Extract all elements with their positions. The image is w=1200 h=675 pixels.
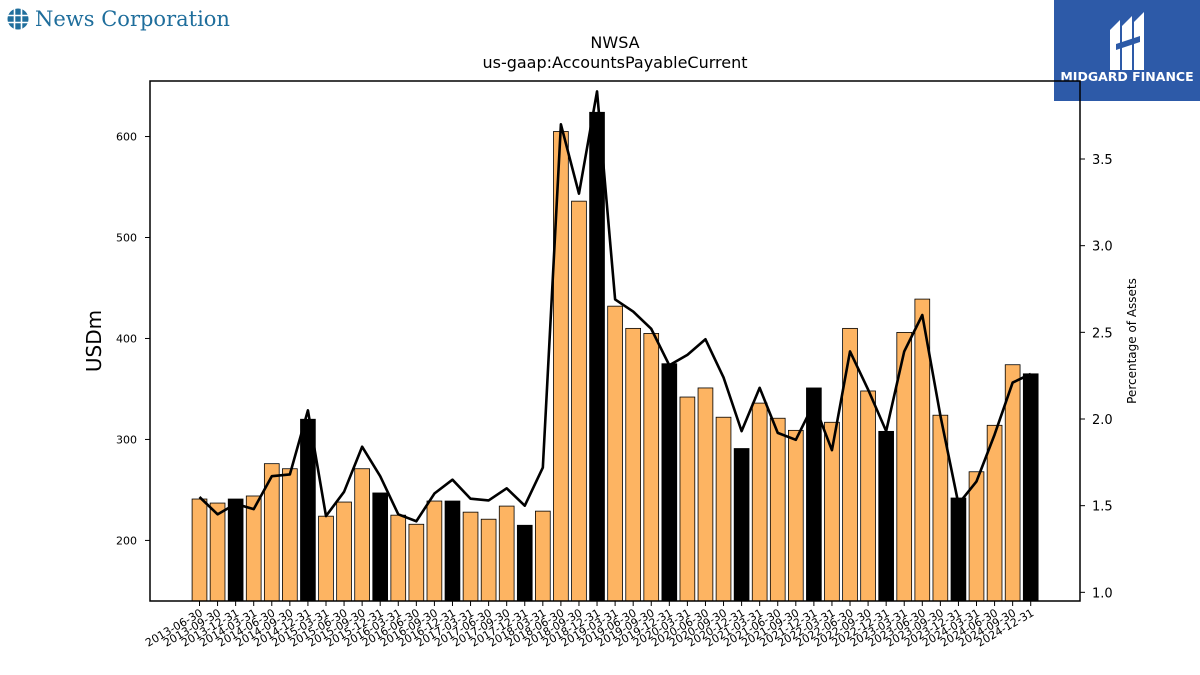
bar-2017-06-30 bbox=[480, 518, 497, 602]
bar-2019-09-30 bbox=[643, 333, 660, 602]
y-axis-right: 1.0 1.5 2.0 2.5 3.0 3.5 bbox=[1080, 153, 1113, 601]
bar-2017-09-30 bbox=[498, 505, 515, 602]
y2-axis-label: Percentage of Assets bbox=[1125, 278, 1139, 404]
bar-2023-12-31 bbox=[950, 497, 967, 602]
bar-2013-12-31 bbox=[227, 498, 244, 602]
chart-subtitle: us-gaap:AccountsPayableCurrent bbox=[482, 53, 747, 72]
y2-tick-label: 1.5 bbox=[1092, 500, 1113, 515]
y2-tick-label: 2.0 bbox=[1092, 413, 1113, 428]
bar-2015-03-31 bbox=[318, 515, 334, 602]
globe-icon bbox=[7, 8, 29, 30]
bar-2022-06-30 bbox=[842, 327, 858, 602]
x-axis: 2013-06-302013-09-302013-12-312014-03-31… bbox=[143, 601, 1036, 650]
line-series bbox=[198, 90, 1032, 523]
percentage-of-assets-line bbox=[198, 90, 1032, 523]
bar-2019-03-31 bbox=[607, 305, 623, 602]
bar-2017-12-31 bbox=[516, 524, 533, 602]
bar-2015-09-30 bbox=[354, 468, 370, 602]
bar-2020-12-31 bbox=[733, 448, 750, 602]
y-axis-label: USDm bbox=[82, 310, 106, 372]
y-tick-label: 600 bbox=[116, 131, 137, 144]
bar-2024-03-31 bbox=[968, 471, 985, 602]
y-tick-label: 400 bbox=[116, 332, 137, 345]
bar-2017-03-31 bbox=[462, 511, 479, 602]
bar-2018-03-31 bbox=[535, 510, 551, 602]
bar-2016-12-31 bbox=[444, 500, 461, 602]
y-axis-left: 200 300 400 500 600 bbox=[116, 131, 150, 547]
midgard-monogram-icon bbox=[1110, 12, 1144, 70]
bar-2020-06-30 bbox=[697, 387, 714, 602]
bar-2021-06-30 bbox=[769, 417, 786, 602]
midgard-finance-logo: MIDGARD FINANCE bbox=[1054, 0, 1200, 101]
bar-2020-03-31 bbox=[679, 396, 696, 602]
y-tick-label: 200 bbox=[116, 534, 137, 547]
y2-tick-label: 3.0 bbox=[1092, 240, 1113, 255]
y-tick-label: 500 bbox=[116, 232, 137, 245]
news-corp-logo: News Corporation bbox=[6, 4, 230, 34]
midgard-finance-logo-text: MIDGARD FINANCE bbox=[1060, 69, 1193, 84]
chart-title: NWSA bbox=[590, 33, 639, 52]
bar-2022-09-30 bbox=[860, 390, 876, 602]
bar-2015-06-30 bbox=[336, 501, 352, 602]
bar-series bbox=[191, 111, 1039, 602]
y-tick-label: 300 bbox=[116, 433, 137, 446]
bar-2024-06-30 bbox=[986, 424, 1003, 602]
bar-2019-06-30 bbox=[625, 327, 641, 602]
news-corp-logo-text: News Corporation bbox=[35, 7, 230, 31]
bar-2016-09-30 bbox=[426, 500, 443, 602]
bar-2014-03-31 bbox=[245, 495, 262, 602]
bar-2014-09-30 bbox=[282, 468, 298, 602]
bar-2013-09-30 bbox=[209, 502, 226, 602]
bar-2018-12-31 bbox=[589, 111, 605, 602]
bar-2016-03-31 bbox=[390, 514, 407, 602]
y2-tick-label: 3.5 bbox=[1092, 153, 1113, 168]
bar-2021-03-31 bbox=[751, 402, 768, 602]
bar-2020-09-30 bbox=[715, 416, 732, 602]
bar-2021-09-30 bbox=[788, 429, 804, 602]
bar-2013-06-30 bbox=[191, 498, 208, 602]
bar-2019-12-31 bbox=[661, 363, 678, 602]
bar-2015-12-31 bbox=[372, 492, 389, 602]
bar-2024-12-31 bbox=[1022, 373, 1039, 602]
bar-2022-12-31 bbox=[878, 430, 894, 602]
y2-tick-label: 1.0 bbox=[1092, 586, 1113, 601]
y2-tick-label: 2.5 bbox=[1092, 326, 1113, 341]
bar-2016-06-30 bbox=[408, 523, 425, 602]
bar-2018-09-30 bbox=[571, 200, 587, 602]
